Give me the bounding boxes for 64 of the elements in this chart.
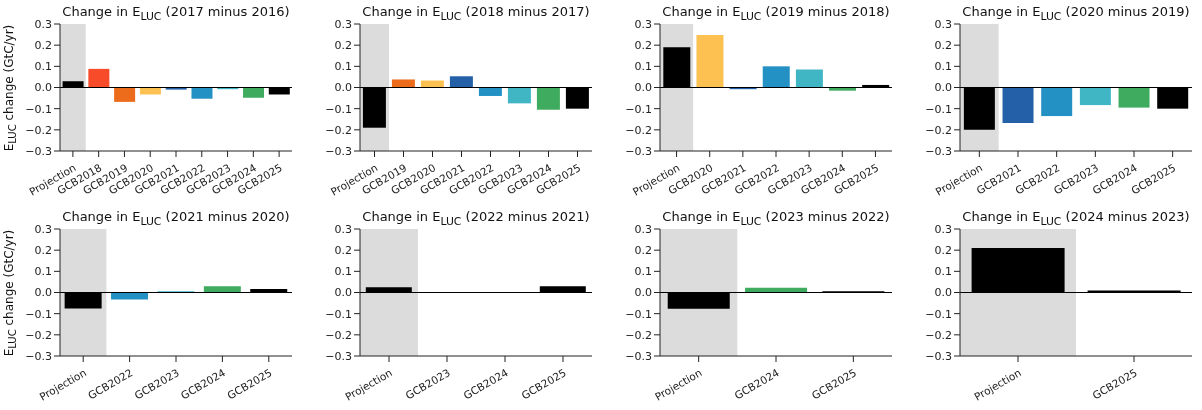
chart-title: Change in E$_{LUC}$ (2021 minus 2020)	[61, 209, 291, 228]
y-tick-label: 0.1	[634, 60, 652, 74]
y-tick-label: 0.1	[934, 60, 952, 74]
y-tick-label: 0.1	[34, 60, 52, 74]
y-tick-label: −0.2	[625, 123, 652, 137]
y-tick-label: 0.1	[34, 265, 52, 279]
y-tick-label: 0.3	[634, 17, 652, 31]
y-tick-label: 0.3	[34, 17, 52, 31]
y-tick-label: −0.3	[925, 349, 952, 363]
y-tick-label: 0.3	[634, 222, 652, 236]
y-tick-label: −0.2	[925, 123, 952, 137]
y-tick-label: 0.2	[34, 244, 52, 258]
y-tick-label: −0.1	[325, 307, 352, 321]
y-tick-label: −0.2	[25, 328, 52, 342]
y-tick-label: −0.3	[25, 349, 52, 363]
y-tick-label: 0.1	[934, 265, 952, 279]
chart-title: Change in E$_{LUC}$ (2024 minus 2023)	[961, 209, 1191, 228]
y-tick-label: −0.2	[325, 123, 352, 137]
y-tick-label: −0.3	[325, 144, 352, 158]
y-tick-label: 0.0	[634, 81, 652, 95]
y-tick-label: 0.1	[334, 60, 352, 74]
y-tick-label: −0.1	[325, 102, 352, 116]
y-tick-label: 0.3	[34, 222, 52, 236]
y-tick-label: −0.2	[25, 123, 52, 137]
y-tick-label: −0.1	[25, 102, 52, 116]
y-tick-label: 0.0	[934, 286, 952, 300]
y-tick-label: −0.3	[625, 144, 652, 158]
y-tick-label: 0.0	[334, 81, 352, 95]
y-tick-label: 0.3	[334, 17, 352, 31]
y-tick-label: 0.2	[934, 39, 952, 53]
y-tick-label: −0.2	[325, 328, 352, 342]
y-tick-label: 0.2	[334, 39, 352, 53]
chart-title: Change in E$_{LUC}$ (2023 minus 2022)	[661, 209, 891, 228]
y-tick-label: −0.3	[625, 349, 652, 363]
y-tick-label: 0.0	[34, 286, 52, 300]
y-tick-label: 0.0	[634, 286, 652, 300]
chart-title: Change in E$_{LUC}$ (2020 minus 2019)	[961, 4, 1191, 23]
y-tick-label: 0.2	[634, 39, 652, 53]
y-tick-label: 0.0	[334, 286, 352, 300]
y-tick-label: −0.1	[625, 102, 652, 116]
y-tick-label: −0.3	[25, 144, 52, 158]
y-tick-label: 0.3	[334, 222, 352, 236]
y-tick-label: −0.1	[25, 307, 52, 321]
y-tick-label: −0.3	[925, 144, 952, 158]
y-tick-label: −0.1	[925, 102, 952, 116]
y-tick-label: 0.2	[34, 39, 52, 53]
y-tick-label: 0.3	[934, 222, 952, 236]
y-tick-label: −0.1	[925, 307, 952, 321]
y-tick-label: 0.2	[634, 244, 652, 258]
y-tick-label: −0.2	[625, 328, 652, 342]
chart-title: Change in E$_{LUC}$ (2019 minus 2018)	[661, 4, 891, 23]
y-tick-label: 0.1	[334, 265, 352, 279]
chart-title: Change in E$_{LUC}$ (2022 minus 2021)	[361, 209, 591, 228]
y-tick-label: −0.1	[625, 307, 652, 321]
y-tick-label: −0.3	[325, 349, 352, 363]
y-tick-label: 0.0	[934, 81, 952, 95]
y-tick-label: 0.2	[334, 244, 352, 258]
y-tick-label: −0.2	[925, 328, 952, 342]
y-tick-label: 0.2	[934, 244, 952, 258]
y-tick-label: 0.0	[34, 81, 52, 95]
y-tick-label: 0.1	[634, 265, 652, 279]
chart-title: Change in E$_{LUC}$ (2018 minus 2017)	[361, 4, 591, 23]
chart-title: Change in E$_{LUC}$ (2017 minus 2016)	[61, 4, 291, 23]
y-tick-label: 0.3	[934, 17, 952, 31]
